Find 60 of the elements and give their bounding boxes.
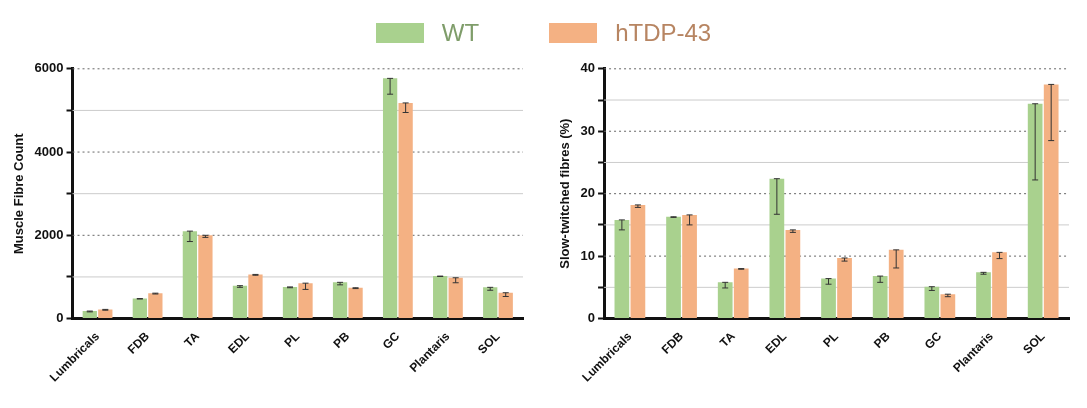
bar [282, 286, 298, 319]
x-tick-label: TA [181, 328, 203, 350]
bar [398, 102, 413, 319]
bar [614, 219, 630, 319]
legend-label: hTDP-43 [615, 19, 712, 47]
legend-label: WT [441, 19, 480, 47]
bar [132, 298, 147, 319]
x-tick-label: SOL [1020, 329, 1048, 357]
y-tick-label: 2000 [34, 226, 64, 242]
x-tick-label: SOL [475, 329, 503, 357]
bar [666, 216, 681, 319]
x-tick-label: GC [379, 328, 403, 352]
bar [785, 229, 801, 319]
y-tick-label: 40 [580, 60, 596, 76]
x-tick-label: PL [820, 329, 841, 350]
bar [98, 309, 113, 319]
y-tick-label: 0 [56, 310, 64, 326]
bar [332, 282, 348, 319]
bar [298, 283, 313, 319]
bar [382, 78, 398, 319]
y-tick-label: 10 [580, 247, 596, 263]
bar [182, 231, 198, 319]
bar [248, 274, 263, 319]
bar [483, 287, 498, 319]
y-axis-title: Slow-twitched fibres (%) [557, 118, 573, 269]
bar [717, 282, 733, 319]
y-tick-label: 30 [580, 122, 596, 138]
bar [924, 286, 940, 319]
bar [976, 272, 991, 319]
bar [992, 252, 1007, 319]
x-tick-label: EDL [762, 329, 790, 357]
bar [630, 204, 646, 319]
x-tick-label: PB [330, 328, 353, 351]
bar [682, 214, 697, 319]
y-tick-label: 6000 [34, 60, 64, 76]
bar [232, 285, 248, 319]
bar [498, 292, 513, 319]
x-tick-label: PB [870, 328, 893, 351]
x-tick-label: TA [717, 328, 738, 350]
y-tick-label: 0 [587, 310, 596, 326]
bar [940, 294, 956, 319]
x-tick-label: GC [921, 328, 945, 352]
y-tick-label: 4000 [34, 143, 64, 159]
bar [769, 178, 785, 319]
x-tick-label: PL [281, 329, 303, 350]
bar [433, 276, 448, 319]
bar [448, 277, 463, 319]
y-tick-label: 20 [580, 185, 596, 201]
x-tick-label: EDL [225, 329, 253, 357]
bar [198, 235, 213, 319]
bar [888, 249, 904, 319]
y-axis-title: Muscle Fibre Count [11, 132, 27, 254]
bar [348, 287, 363, 319]
bar [872, 276, 888, 319]
bar [148, 293, 163, 319]
bar [837, 257, 852, 319]
bar [1043, 84, 1059, 319]
bar [1027, 103, 1043, 319]
bar [733, 268, 749, 319]
bar [821, 278, 836, 319]
